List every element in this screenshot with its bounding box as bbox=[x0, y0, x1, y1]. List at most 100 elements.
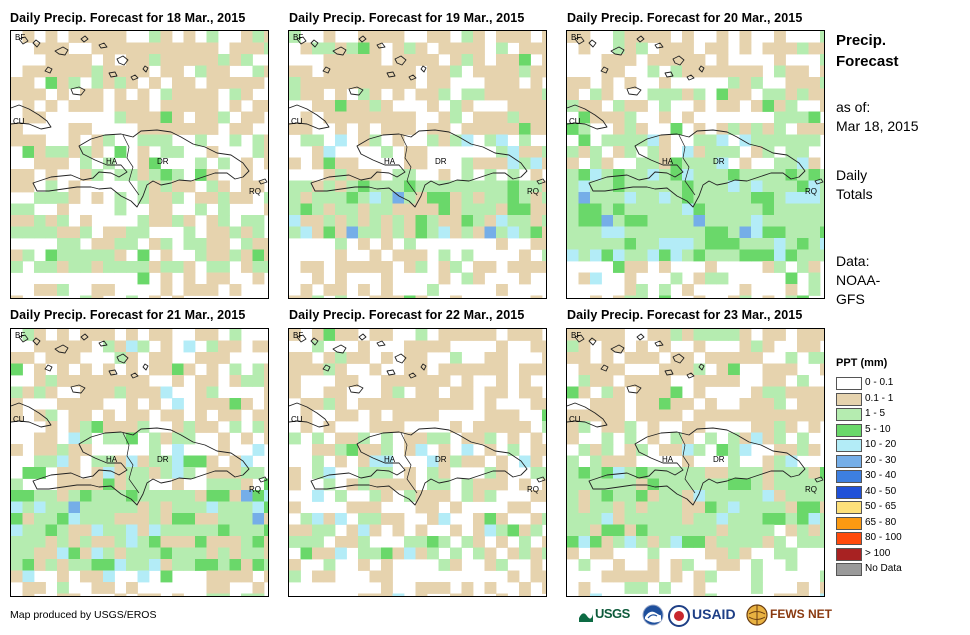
precip-cell bbox=[415, 54, 428, 66]
precip-cell bbox=[820, 123, 824, 135]
precip-cell bbox=[137, 478, 150, 491]
precip-cell bbox=[542, 398, 546, 410]
precip-cell bbox=[461, 88, 474, 101]
precip-cell bbox=[774, 329, 786, 341]
precip-cell bbox=[300, 180, 313, 193]
precip-cell bbox=[682, 478, 694, 491]
bahamas-island bbox=[348, 384, 364, 394]
precip-cell bbox=[369, 329, 382, 341]
precip-cell bbox=[647, 547, 660, 560]
precip-cell bbox=[438, 192, 451, 204]
precip-grid bbox=[567, 31, 824, 298]
precip-cell bbox=[358, 134, 370, 147]
precip-cell bbox=[438, 455, 451, 468]
precip-cell bbox=[484, 329, 497, 341]
precip-cell bbox=[323, 215, 336, 227]
precip-cell bbox=[218, 272, 230, 285]
data-source-line2: GFS bbox=[836, 291, 865, 307]
legend-label: 5 - 10 bbox=[865, 423, 891, 435]
precip-cell bbox=[450, 363, 462, 376]
precip-cell bbox=[323, 352, 336, 364]
precip-cell bbox=[45, 375, 58, 387]
precip-cell bbox=[172, 146, 184, 158]
precip-cell bbox=[160, 501, 173, 514]
precip-cell bbox=[218, 340, 230, 353]
precip-cell bbox=[484, 65, 497, 78]
precip-cell bbox=[369, 111, 382, 124]
precip-cell bbox=[450, 192, 462, 204]
precip-cell bbox=[601, 386, 614, 399]
precip-cell bbox=[80, 88, 92, 101]
precip-cell bbox=[739, 398, 752, 410]
precip-cell bbox=[149, 455, 161, 468]
precip-cell bbox=[312, 226, 324, 239]
precip-cell bbox=[705, 42, 717, 55]
precip-cell bbox=[682, 501, 694, 514]
precip-cell bbox=[624, 455, 637, 468]
precip-cell bbox=[392, 409, 405, 422]
precip-cell bbox=[335, 180, 347, 193]
panel-title-2: Daily Precip. Forecast for 19 Mar., 2015 bbox=[289, 11, 525, 25]
label-dr: DR bbox=[157, 455, 169, 464]
precip-cell bbox=[252, 593, 265, 596]
precip-cell bbox=[415, 409, 428, 422]
precip-cell bbox=[34, 467, 46, 479]
precip-cell bbox=[716, 467, 729, 479]
precip-cell bbox=[68, 421, 81, 433]
precip-cell bbox=[34, 559, 46, 571]
bahamas-island bbox=[116, 55, 129, 66]
precip-cell bbox=[312, 272, 324, 285]
precip-cell bbox=[149, 54, 161, 66]
precip-cell bbox=[91, 261, 104, 273]
haiti-dr-border bbox=[122, 134, 140, 196]
precip-cell bbox=[624, 524, 637, 537]
precip-cell bbox=[693, 490, 706, 502]
precip-cell bbox=[808, 192, 821, 204]
precip-cell bbox=[415, 329, 428, 341]
precip-cell bbox=[358, 123, 370, 135]
precip-cell bbox=[126, 421, 138, 433]
precip-cell bbox=[172, 524, 184, 537]
precip-cell bbox=[415, 524, 428, 537]
precip-cell bbox=[567, 352, 579, 364]
precip-cell bbox=[91, 65, 104, 78]
precip-cell bbox=[218, 157, 230, 170]
precip-cell bbox=[68, 238, 81, 250]
precip-cell bbox=[728, 490, 740, 502]
precip-cell bbox=[496, 238, 508, 250]
precip-cell bbox=[126, 329, 138, 341]
precip-cell bbox=[797, 295, 809, 298]
precip-cell bbox=[289, 203, 301, 216]
precip-cell bbox=[22, 536, 35, 548]
precip-cell bbox=[785, 501, 798, 514]
precip-cell bbox=[739, 123, 752, 135]
precip-cell bbox=[57, 261, 69, 273]
precip-cell bbox=[716, 536, 729, 548]
precip-cell bbox=[404, 547, 416, 560]
precip-cell bbox=[195, 455, 207, 468]
precip-cell bbox=[68, 593, 81, 596]
precip-cell bbox=[785, 455, 798, 468]
precip-cell bbox=[636, 352, 648, 364]
precip-cell bbox=[636, 215, 648, 227]
precip-cell bbox=[103, 524, 115, 537]
precip-cell bbox=[507, 203, 520, 216]
label-ha: HA bbox=[384, 455, 396, 464]
precip-cell bbox=[149, 386, 161, 399]
precip-cell bbox=[659, 238, 671, 250]
precip-cell bbox=[785, 88, 798, 101]
precip-cell bbox=[172, 65, 184, 78]
precip-cell bbox=[682, 31, 694, 43]
precip-cell bbox=[507, 329, 520, 341]
precip-cell bbox=[126, 490, 138, 502]
precip-cell bbox=[785, 249, 798, 262]
precip-cell bbox=[624, 111, 637, 124]
precip-cell bbox=[289, 536, 301, 548]
precip-cell bbox=[206, 272, 219, 285]
precip-cell bbox=[438, 398, 451, 410]
precip-cell bbox=[126, 524, 138, 537]
precip-cell bbox=[80, 169, 92, 181]
precip-cell bbox=[774, 363, 786, 376]
precip-cell bbox=[57, 455, 69, 468]
precip-cell bbox=[427, 88, 439, 101]
